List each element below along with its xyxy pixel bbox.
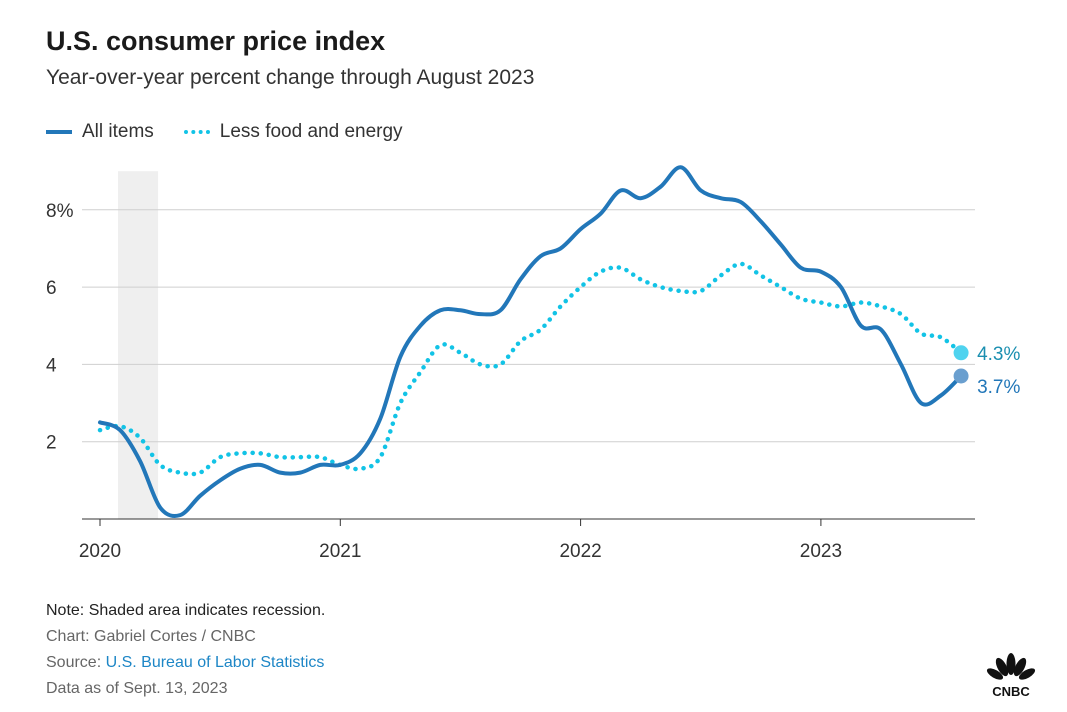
legend-label: All items [82,121,154,142]
chart-title: U.S. consumer price index [46,26,386,56]
source-prefix: Source: [46,654,106,671]
chart-subtitle: Year-over-year percent change through Au… [46,66,535,89]
y-tick-label: 6 [46,278,57,299]
data-as-of: Data as of Sept. 13, 2023 [46,680,228,697]
legend: All items Less food and energy [46,121,433,143]
series-line-all-items [98,165,964,519]
end-value-label: 3.7% [977,377,1020,398]
end-point-marker [953,368,969,384]
note: Note: Shaded area indicates recession. [46,602,326,619]
x-tick-label: 2023 [800,541,842,562]
svg-text:CNBC: CNBC [992,684,1030,698]
legend-swatch-dotted [183,130,210,134]
source-link[interactable]: U.S. Bureau of Labor Statistics [105,654,325,671]
legend-item-core: Less food and energy [183,121,403,143]
end-value-label: 4.3% [977,344,1020,365]
end-point-marker [953,345,969,361]
x-tick-label: 2022 [559,541,601,562]
legend-label: Less food and energy [219,121,403,142]
y-tick-label: 4 [46,355,57,376]
series-line-core [97,261,964,477]
source: Source: U.S. Bureau of Labor Statistics [46,650,325,676]
legend-swatch-solid [46,130,72,134]
y-tick-label: 2 [46,433,57,454]
cnbc-logo: CNBC [986,653,1036,698]
recession-shading [118,171,159,519]
x-tick-label: 2021 [319,541,361,562]
chart-credit: Chart: Gabriel Cortes / CNBC [46,628,256,645]
footer: Note: Shaded area indicates recession. C… [46,598,325,702]
x-tick-label: 2020 [79,541,121,562]
y-tick-label: 8% [46,201,74,222]
legend-item-all-items: All items [46,121,154,143]
